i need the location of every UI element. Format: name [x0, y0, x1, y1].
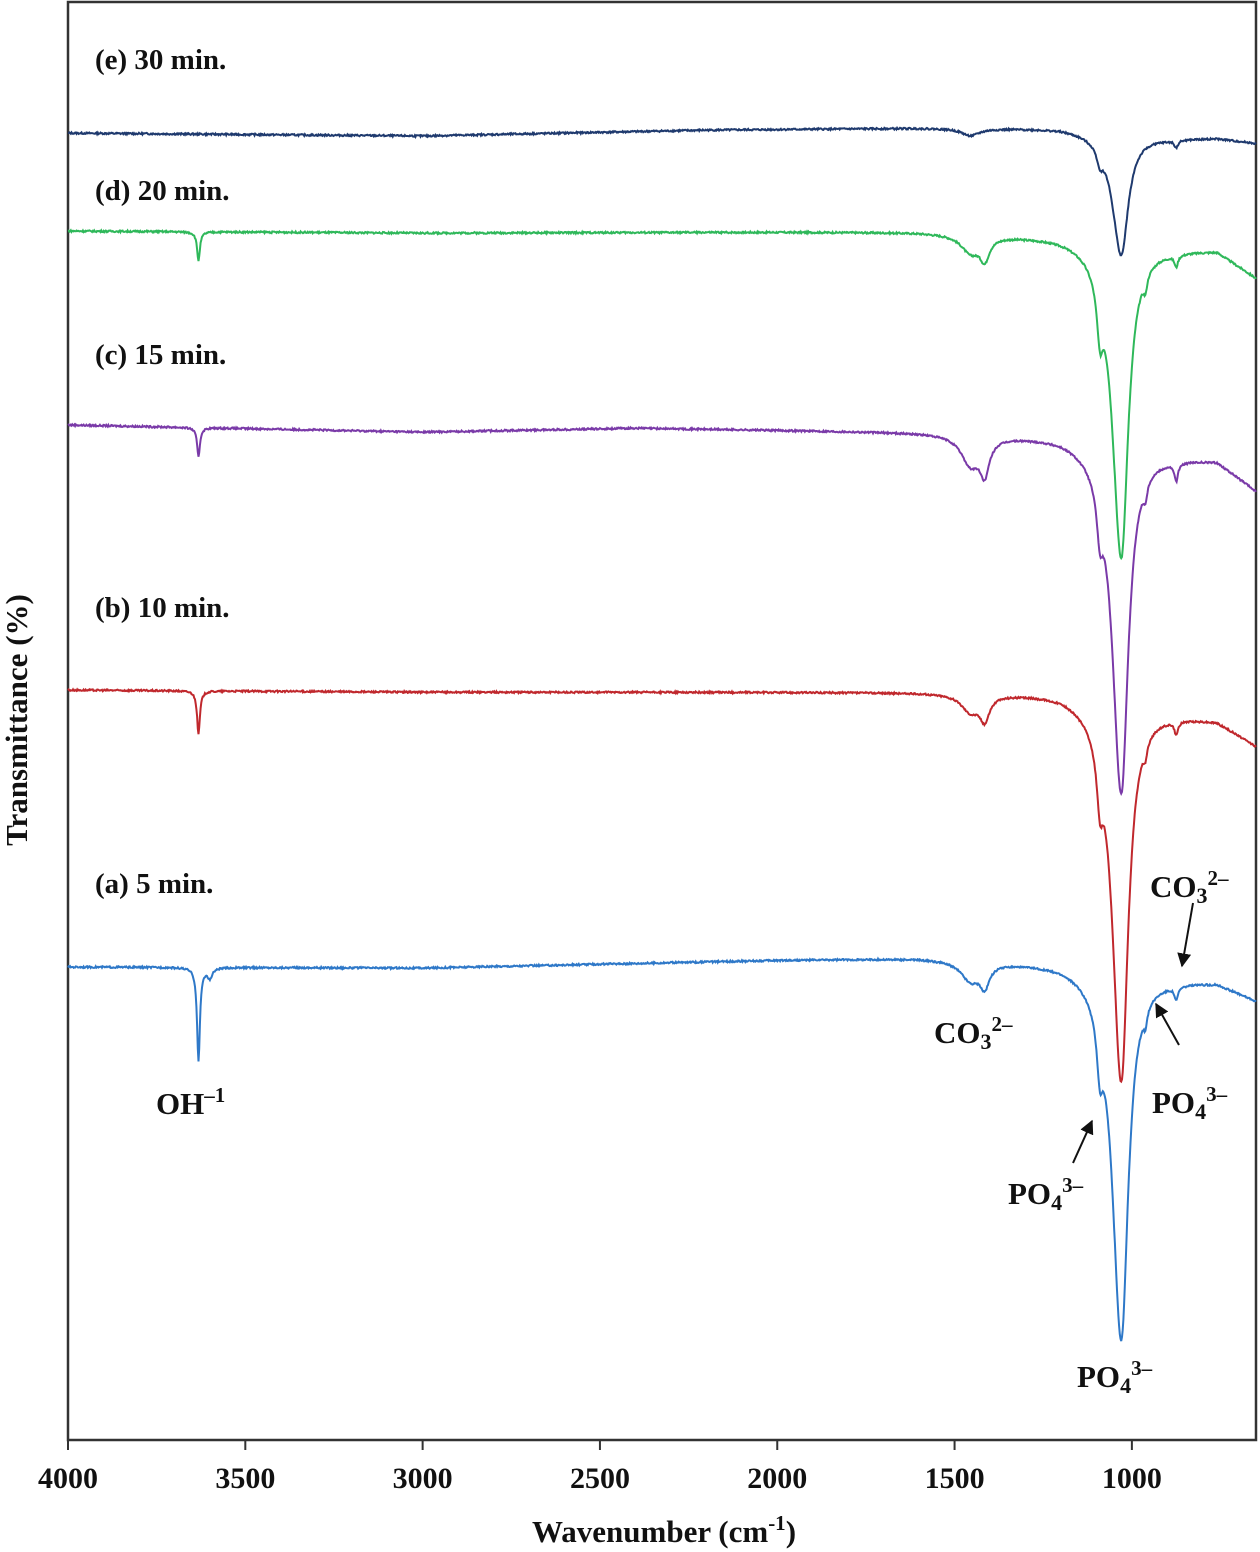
x-tick-label: 3500	[215, 1462, 275, 1495]
spectrum-line-a	[67, 956, 1257, 1342]
spectrum-line-d	[67, 228, 1257, 561]
arrow-po4-962	[1155, 1002, 1180, 1046]
annotation-co3-1420: CO32–	[934, 1012, 1013, 1054]
x-tick-label: 2000	[747, 1462, 807, 1495]
series-label-a: (a) 5 min.	[95, 868, 213, 900]
x-tick-label: 4000	[38, 1462, 98, 1495]
arrow-po4-1090	[1072, 1119, 1094, 1164]
plot-frame	[66, 0, 1258, 1442]
spectrum-line-b	[67, 687, 1257, 1084]
series-label-e: (e) 30 min.	[95, 44, 226, 76]
x-tick-label: 2500	[570, 1462, 630, 1495]
x-tick-label: 1000	[1102, 1462, 1162, 1495]
annotation-po4-1030: PO43–	[1077, 1356, 1153, 1398]
x-tick-label: 1500	[925, 1462, 985, 1495]
spectrum-line-c	[67, 422, 1257, 796]
annotation-po4-962: PO43–	[1152, 1082, 1228, 1124]
series-label-c: (c) 15 min.	[95, 339, 226, 371]
y-axis-title: Transmittance (%)	[0, 594, 34, 846]
spectrum-line-e	[67, 125, 1257, 257]
spectra-group	[67, 125, 1257, 1342]
x-axis-title: Wavenumber (cm-1)	[532, 1511, 796, 1549]
annotation-po4-1090: PO43–	[1008, 1173, 1084, 1215]
annotation-co3-875: CO32–	[1150, 866, 1229, 908]
x-tick-label: 3000	[393, 1462, 453, 1495]
series-label-d: (d) 20 min.	[95, 175, 230, 207]
annotation-oh: OH–1	[156, 1083, 225, 1121]
x-axis-ticks: 4000 3500 3000 2500 2000 1500 1000	[38, 1440, 1162, 1495]
arrow-co3-875	[1177, 902, 1194, 968]
series-label-b: (b) 10 min.	[95, 592, 230, 624]
